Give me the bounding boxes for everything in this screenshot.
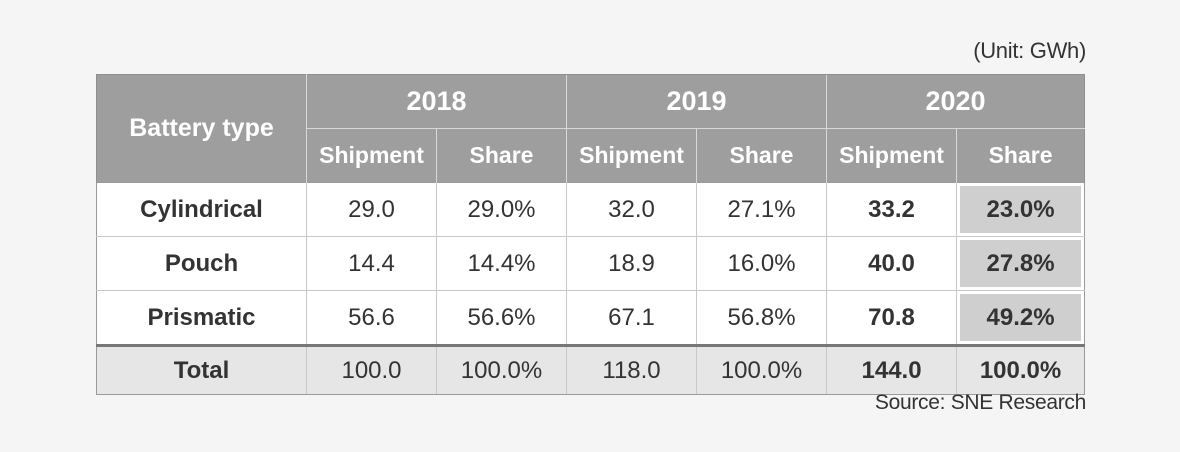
total-shipment-2020-cell: 144.0	[826, 345, 957, 395]
total-share-2019-cell: 100.0%	[696, 345, 827, 395]
row-label: Cylindrical	[96, 182, 307, 237]
share-2019-cell: 27.1%	[696, 182, 827, 237]
share-2020-cell: 27.8%	[956, 236, 1086, 291]
share-2020-value: 27.8%	[960, 240, 1082, 287]
share-2019-header: Share	[696, 128, 827, 183]
shipment-2019-header: Shipment	[566, 128, 697, 183]
sub-header-row: Shipment Share Shipment Share Shipment S…	[97, 128, 1086, 183]
share-2020-header: Share	[956, 128, 1086, 183]
unit-note: (Unit: GWh)	[973, 38, 1086, 63]
shipment-2018-cell: 56.6	[306, 290, 437, 347]
table-row-pouch: Pouch 14.4 14.4% 18.9 16.0% 40.0 27.8%	[96, 236, 1086, 291]
total-label: Total	[96, 345, 307, 395]
total-shipment-2019-cell: 118.0	[566, 345, 697, 395]
share-2018-cell: 29.0%	[435, 182, 567, 237]
source-note: Source: SNE Research	[874, 391, 1086, 414]
year-2020-header: 2020	[826, 74, 1086, 129]
shipment-2020-header: Shipment	[826, 128, 957, 183]
total-share-2020-cell: 100.0%	[956, 345, 1086, 395]
share-2018-cell: 14.4%	[435, 236, 567, 291]
share-2020-cell: 23.0%	[956, 182, 1086, 237]
row-label: Pouch	[96, 236, 307, 291]
year-2018-header: 2018	[306, 74, 567, 129]
share-2020-value: 49.2%	[960, 294, 1082, 341]
year-2019-header: 2019	[566, 74, 827, 129]
shipment-2018-cell: 29.0	[306, 182, 437, 237]
row-label: Prismatic	[96, 290, 307, 347]
total-share-2018-cell: 100.0%	[435, 345, 567, 395]
share-2020-value: 23.0%	[960, 186, 1082, 233]
shipment-2019-cell: 18.9	[566, 236, 697, 291]
share-2020-cell: 49.2%	[956, 290, 1086, 347]
shipment-2020-cell: 33.2	[826, 182, 957, 237]
shipment-2019-cell: 67.1	[566, 290, 697, 347]
total-shipment-2018-cell: 100.0	[306, 345, 437, 395]
table-row-prismatic: Prismatic 56.6 56.6% 67.1 56.8% 70.8 49.…	[96, 290, 1086, 347]
table-row-cylindrical: Cylindrical 29.0 29.0% 32.0 27.1% 33.2 2…	[96, 182, 1086, 237]
share-2018-header: Share	[435, 128, 567, 183]
share-2018-cell: 56.6%	[435, 290, 567, 347]
battery-type-header: Battery type	[96, 74, 307, 183]
table-row-total: Total 100.0 100.0% 118.0 100.0% 144.0 10…	[96, 345, 1086, 395]
share-2019-cell: 56.8%	[696, 290, 827, 347]
shipment-2020-cell: 40.0	[826, 236, 957, 291]
share-2019-cell: 16.0%	[696, 236, 827, 291]
shipment-2018-header: Shipment	[306, 128, 437, 183]
year-header-row: Battery type 2018 2019 2020	[96, 74, 1086, 183]
shipment-2020-cell: 70.8	[826, 290, 957, 347]
battery-shipment-table: Battery type 2018 2019 2020 Shipment Sha…	[96, 74, 1086, 395]
shipment-2018-cell: 14.4	[306, 236, 437, 291]
shipment-2019-cell: 32.0	[566, 182, 697, 237]
